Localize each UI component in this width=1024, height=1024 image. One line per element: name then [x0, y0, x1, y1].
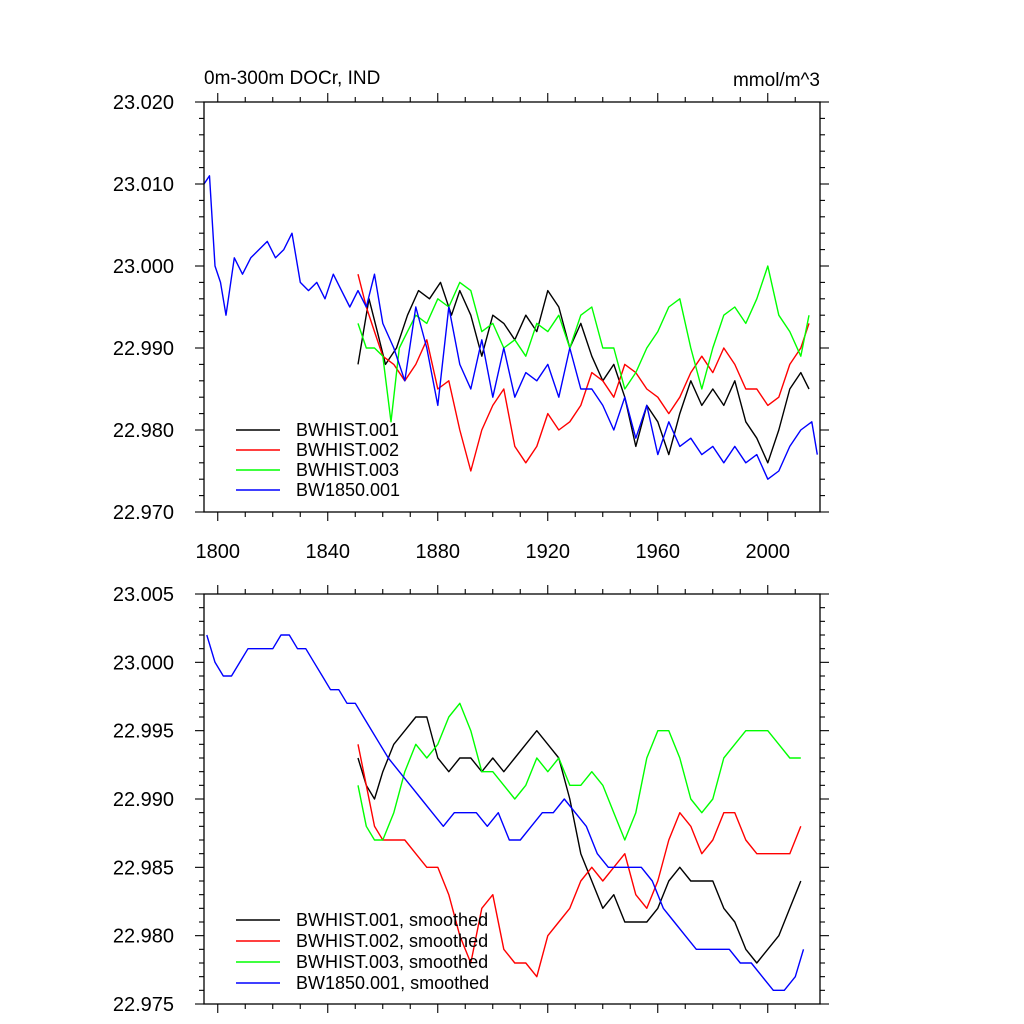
top-series-bwhist-003 — [357, 265, 810, 423]
bottom-y-tick-label: 22.975 — [113, 994, 174, 1016]
bottom-y-tick-label: 22.980 — [113, 926, 174, 948]
bottom-legend-label: BWHIST.002, smoothed — [296, 931, 488, 951]
bottom-axes: 22.975 22.980 22.985 22.990 22.995 23.000 23.0… — [113, 584, 829, 1016]
bottom-series — [206, 634, 805, 991]
top-y-tick-label: 23.020 — [113, 92, 174, 114]
bottom-plot-frame — [203, 593, 821, 1005]
top-y-tick-label: 22.980 — [113, 420, 174, 442]
bottom-legend-label: BWHIST.001, smoothed — [296, 910, 488, 930]
top-x-tick-label: 1840 — [306, 541, 351, 563]
top-y-tick-label: 22.970 — [113, 502, 174, 524]
top-series-bwhist-002 — [357, 274, 810, 472]
bottom-y-tick-label: 22.990 — [113, 789, 174, 811]
top-x-tick-label: 2000 — [746, 541, 791, 563]
top-series-bw1850-001 — [203, 175, 818, 480]
top-panel-title: 0m-300m DOCr, IND — [204, 68, 380, 89]
top-legend-label: BWHIST.003 — [296, 460, 399, 480]
top-series-bwhist-001 — [357, 281, 810, 464]
bottom-y-tick-label: 23.000 — [113, 652, 174, 674]
bottom-series-bw1850-001-smoothed — [206, 634, 805, 991]
bottom-panel: 22.975 22.980 22.985 22.990 22.995 23.000 23.0… — [113, 584, 829, 1016]
top-y-tick-label: 23.000 — [113, 256, 174, 278]
top-legend-label: BW1850.001 — [296, 480, 400, 500]
bottom-series-bwhist-002-smoothed — [357, 744, 802, 978]
bottom-series-bwhist-003-smoothed — [357, 702, 801, 841]
top-axes: 22.970 22.980 22.990 23.000 23.010 23.020 1800… — [113, 92, 829, 563]
bottom-legend-label: BW1850.001, smoothed — [296, 973, 489, 993]
bottom-y-tick-label: 23.005 — [113, 584, 174, 606]
bottom-y-tick-label: 22.995 — [113, 721, 174, 743]
top-x-tick-label: 1920 — [526, 541, 571, 563]
bottom-y-tick-label: 22.985 — [113, 857, 174, 879]
top-x-tick-label: 1960 — [636, 541, 681, 563]
bottom-legend-label: BWHIST.003, smoothed — [296, 952, 488, 972]
top-panel-units: mmol/m^3 — [733, 70, 820, 91]
bottom-series-bwhist-001-smoothed — [357, 716, 802, 964]
top-y-tick-label: 22.990 — [113, 338, 174, 360]
top-y-tick-label: 23.010 — [113, 174, 174, 196]
top-plot-frame — [203, 101, 821, 513]
top-legend-label: BWHIST.002 — [296, 440, 399, 460]
top-x-tick-label: 1880 — [416, 541, 461, 563]
top-x-tick-label: 1800 — [196, 541, 241, 563]
top-legend-label: BWHIST.001 — [296, 420, 399, 440]
top-panel: 0m-300m DOCr, IND mmol/m^3 22.97022.9802… — [113, 68, 829, 563]
top-series — [203, 175, 818, 480]
